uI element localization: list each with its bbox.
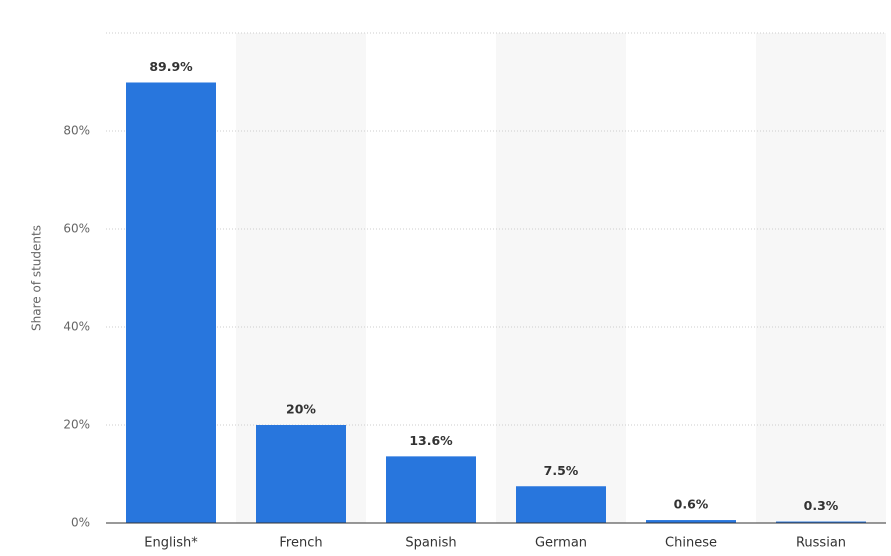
y-tick-label: 40% — [63, 320, 90, 334]
bar — [386, 456, 476, 523]
bar — [126, 82, 216, 524]
value-label: 0.3% — [804, 498, 839, 513]
value-label: 20% — [286, 402, 316, 417]
x-tick-label: French — [279, 536, 322, 551]
value-label: 13.6% — [409, 433, 453, 448]
x-tick-label: Spanish — [405, 536, 456, 551]
bar — [516, 486, 606, 523]
band-shade — [756, 33, 886, 523]
value-label: 89.9% — [149, 59, 193, 74]
value-label: 0.6% — [674, 497, 709, 512]
x-tick-label: German — [535, 536, 587, 551]
y-axis-label: Share of students — [30, 225, 44, 331]
band-shade — [496, 33, 626, 523]
y-tick-label: 20% — [63, 418, 90, 432]
y-tick-label: 0% — [71, 516, 90, 530]
value-label: 7.5% — [544, 463, 579, 478]
y-tick-label: 80% — [63, 124, 90, 138]
bar — [776, 521, 866, 523]
x-tick-label: English* — [144, 536, 198, 551]
x-tick-label: Chinese — [665, 536, 717, 551]
bar — [256, 425, 346, 523]
y-tick-label: 60% — [63, 222, 90, 236]
bar — [646, 520, 736, 523]
x-tick-label: Russian — [796, 536, 846, 551]
